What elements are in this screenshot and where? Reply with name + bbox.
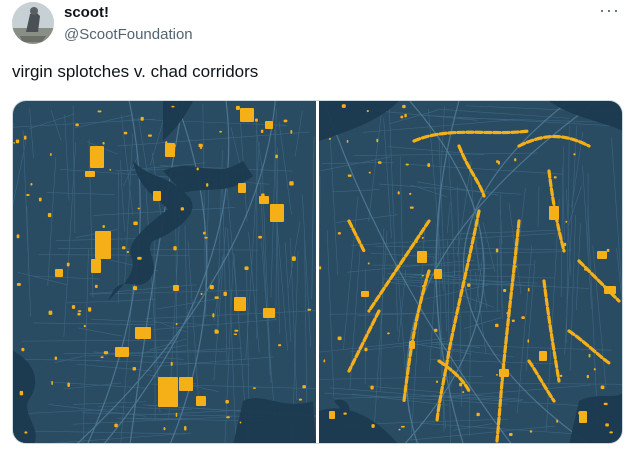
more-options-icon[interactable]: ···	[599, 0, 620, 20]
user-handle[interactable]: @ScootFoundation	[64, 26, 193, 43]
avatar[interactable]	[12, 2, 54, 44]
avatar-photo-icon	[12, 2, 54, 44]
map-corridors	[319, 101, 622, 443]
tweet-media[interactable]	[12, 100, 623, 444]
map-splotches-image	[13, 101, 316, 443]
map-splotches	[13, 101, 316, 443]
map-corridors-image	[319, 101, 622, 443]
tweet-text: virgin splotches v. chad corridors	[12, 62, 259, 81]
display-name[interactable]: scoot!	[64, 4, 109, 21]
